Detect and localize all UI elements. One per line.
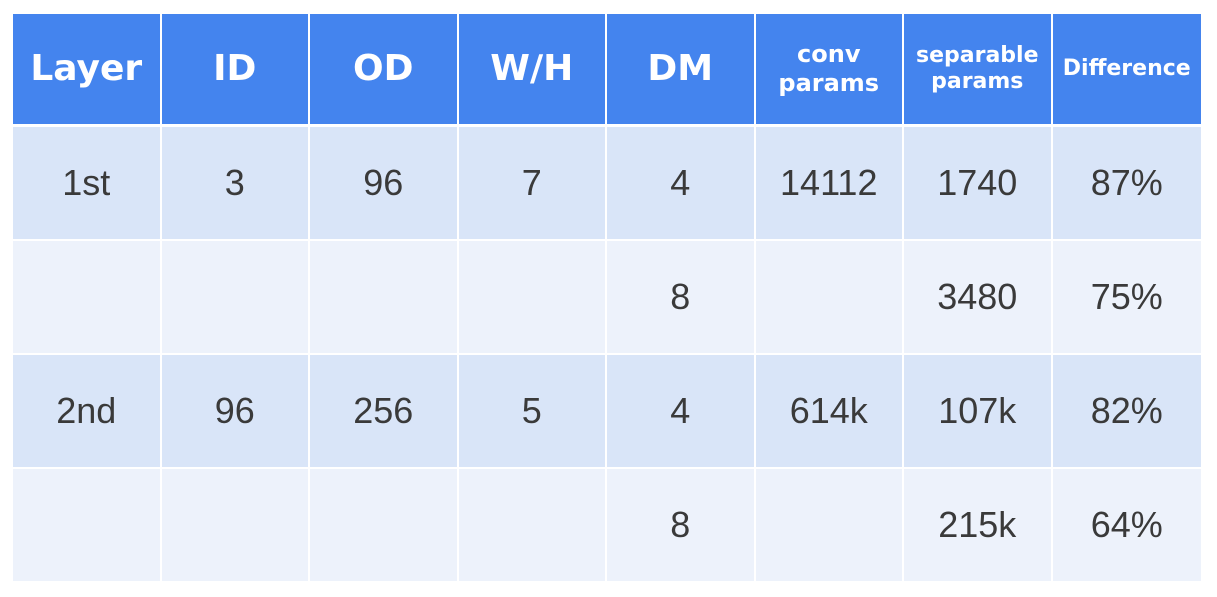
cell-conv-params (755, 241, 904, 355)
cell-layer: 1st (13, 127, 162, 241)
header-layer: Layer (13, 14, 162, 127)
cell-od (310, 469, 459, 583)
cell-id (161, 241, 310, 355)
cell-conv-params: 14112 (755, 127, 904, 241)
cell-difference: 82% (1052, 355, 1201, 469)
cell-wh: 7 (458, 127, 607, 241)
cell-id: 3 (161, 127, 310, 241)
cell-layer: 2nd (13, 355, 162, 469)
header-difference: Difference (1052, 14, 1201, 127)
cell-od: 96 (310, 127, 459, 241)
table-row: 8 3480 75% (13, 241, 1201, 355)
table-row: 8 215k 64% (13, 469, 1201, 583)
cell-separable-params: 1740 (904, 127, 1053, 241)
cell-id (161, 469, 310, 583)
cell-difference: 64% (1052, 469, 1201, 583)
header-row: Layer ID OD W/H DM conv params separable… (13, 14, 1201, 127)
header-conv-line2: params (778, 69, 880, 97)
header-wh: W/H (458, 14, 607, 127)
header-od: OD (310, 14, 459, 127)
cell-wh (458, 469, 607, 583)
parameter-table-container: Layer ID OD W/H DM conv params separable… (13, 14, 1201, 583)
table-row: 1st 3 96 7 4 14112 1740 87% (13, 127, 1201, 241)
header-conv-line1: conv (797, 40, 861, 69)
header-id: ID (161, 14, 310, 127)
cell-separable-params: 215k (904, 469, 1053, 583)
cell-layer (13, 241, 162, 355)
header-separable-params: separable params (904, 14, 1053, 127)
cell-layer (13, 469, 162, 583)
cell-difference: 87% (1052, 127, 1201, 241)
parameter-table: Layer ID OD W/H DM conv params separable… (13, 14, 1201, 583)
cell-wh (458, 241, 607, 355)
header-conv-params: conv params (755, 14, 904, 127)
cell-od (310, 241, 459, 355)
cell-dm: 8 (607, 241, 756, 355)
header-dm: DM (607, 14, 756, 127)
cell-dm: 8 (607, 469, 756, 583)
cell-difference: 75% (1052, 241, 1201, 355)
cell-conv-params: 614k (755, 355, 904, 469)
header-sep-line1: separable (915, 42, 1039, 68)
cell-id: 96 (161, 355, 310, 469)
cell-wh: 5 (458, 355, 607, 469)
cell-separable-params: 107k (904, 355, 1053, 469)
cell-conv-params (755, 469, 904, 583)
table-row: 2nd 96 256 5 4 614k 107k 82% (13, 355, 1201, 469)
cell-dm: 4 (607, 355, 756, 469)
cell-od: 256 (310, 355, 459, 469)
cell-dm: 4 (607, 127, 756, 241)
cell-separable-params: 3480 (904, 241, 1053, 355)
header-sep-line2: params (931, 69, 1024, 94)
